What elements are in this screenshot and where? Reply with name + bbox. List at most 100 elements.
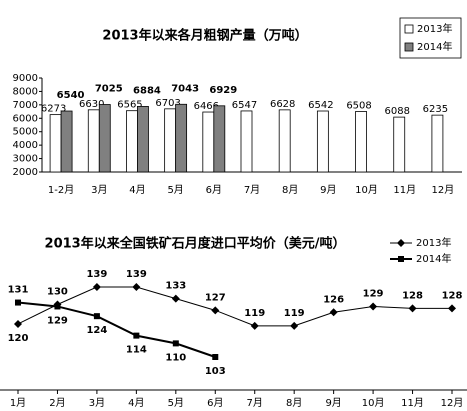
data-label: 103 xyxy=(205,366,226,377)
marker xyxy=(369,302,378,311)
x-tick-label: 3月 xyxy=(89,397,105,409)
x-tick-label: 12月 xyxy=(441,397,464,409)
bar xyxy=(393,116,406,173)
data-label: 139 xyxy=(86,269,107,280)
bar xyxy=(126,110,138,173)
y-tick-label: 9000 xyxy=(13,73,38,84)
marker xyxy=(448,304,456,313)
data-label: 130 xyxy=(47,287,68,298)
data-label: 139 xyxy=(126,269,147,280)
data-label: 6466 xyxy=(194,101,219,112)
marker xyxy=(15,299,21,306)
bar xyxy=(316,110,329,173)
x-tick-label: 1-2月 xyxy=(48,184,74,196)
x-tick-label: 5月 xyxy=(168,397,184,409)
data-label: 127 xyxy=(205,292,226,303)
data-label: 131 xyxy=(8,285,29,296)
x-tick-label: 9月 xyxy=(325,397,341,409)
bar xyxy=(202,111,215,173)
data-label: 6547 xyxy=(232,100,257,111)
x-tick-label: 7月 xyxy=(247,397,263,409)
marker xyxy=(54,303,61,310)
marker xyxy=(14,319,22,328)
y-tick-label: 7000 xyxy=(13,100,38,111)
bar xyxy=(213,105,226,173)
data-label: 133 xyxy=(165,281,186,292)
chart-title: 2013年以来各月粗钢产量（万吨） xyxy=(102,28,307,44)
marker xyxy=(329,308,338,317)
x-tick-label: 3月 xyxy=(91,184,107,196)
chart-title: 2013年以来全国铁矿石月度进口平均价（美元/吨） xyxy=(45,236,346,252)
data-label: 128 xyxy=(442,290,463,301)
data-label: 129 xyxy=(363,288,384,299)
bar xyxy=(164,108,177,173)
data-label: 6628 xyxy=(270,99,295,110)
data-label: 6542 xyxy=(308,100,333,111)
marker xyxy=(250,321,259,330)
marker xyxy=(398,256,404,262)
y-tick-label: 8000 xyxy=(13,86,38,97)
x-tick-label: 11月 xyxy=(393,184,416,196)
data-label: 6565 xyxy=(117,100,142,111)
data-label: 6088 xyxy=(385,106,410,117)
y-tick-label: 6000 xyxy=(13,113,38,124)
data-label: 129 xyxy=(47,315,68,326)
data-label: 126 xyxy=(323,294,344,305)
line xyxy=(17,286,452,327)
x-tick-label: 8月 xyxy=(282,184,298,196)
bar xyxy=(355,111,367,173)
marker xyxy=(211,306,220,315)
bar xyxy=(137,106,149,173)
bar xyxy=(49,114,62,173)
x-tick-label: 4月 xyxy=(129,184,145,196)
data-label: 6508 xyxy=(346,100,371,111)
data-label: 119 xyxy=(244,308,265,319)
y-tick-label: 4000 xyxy=(13,140,38,151)
x-tick-label: 9月 xyxy=(320,184,336,196)
legend-label: 2013年 xyxy=(417,22,452,35)
data-label: 6630 xyxy=(79,99,104,110)
marker xyxy=(212,354,219,360)
data-label: 124 xyxy=(86,325,107,336)
x-tick-label: 7月 xyxy=(244,184,260,196)
x-tick-label: 2月 xyxy=(49,397,65,409)
bar xyxy=(240,110,253,173)
bar xyxy=(60,110,73,173)
marker xyxy=(408,304,417,313)
x-tick-label: 10月 xyxy=(355,184,378,196)
marker xyxy=(132,283,141,291)
data-label: 114 xyxy=(126,345,147,356)
legend-label: 2014年 xyxy=(417,40,452,53)
bar xyxy=(431,114,444,173)
marker xyxy=(172,340,179,347)
marker xyxy=(93,313,100,320)
legend-label: 2014年 xyxy=(416,252,451,265)
legend-label: 2013年 xyxy=(416,236,451,249)
marker xyxy=(171,294,180,303)
x-tick-label: 11月 xyxy=(401,397,424,409)
marker xyxy=(397,239,405,247)
data-label: 128 xyxy=(402,290,423,301)
data-label: 6273 xyxy=(41,104,66,115)
x-tick-label: 1月 xyxy=(10,397,26,409)
x-tick-label: 6月 xyxy=(207,397,223,409)
x-tick-label: 10月 xyxy=(362,397,385,409)
data-label: 6235 xyxy=(423,104,448,115)
marker xyxy=(133,332,140,339)
data-label: 7043 xyxy=(171,83,199,94)
data-label: 6929 xyxy=(209,85,237,96)
y-tick-label: 2000 xyxy=(13,167,38,178)
x-tick-label: 6月 xyxy=(206,184,222,196)
bar xyxy=(87,109,100,173)
data-label: 6540 xyxy=(57,90,85,101)
bar xyxy=(175,103,188,173)
data-label: 6884 xyxy=(133,85,161,96)
x-tick-label: 12月 xyxy=(432,184,455,196)
data-label: 119 xyxy=(284,308,305,319)
data-label: 6703 xyxy=(155,98,180,109)
legend-swatch xyxy=(404,24,414,34)
x-tick-label: 5月 xyxy=(167,184,183,196)
x-tick-label: 8月 xyxy=(286,397,302,409)
y-tick-label: 3000 xyxy=(13,154,38,165)
